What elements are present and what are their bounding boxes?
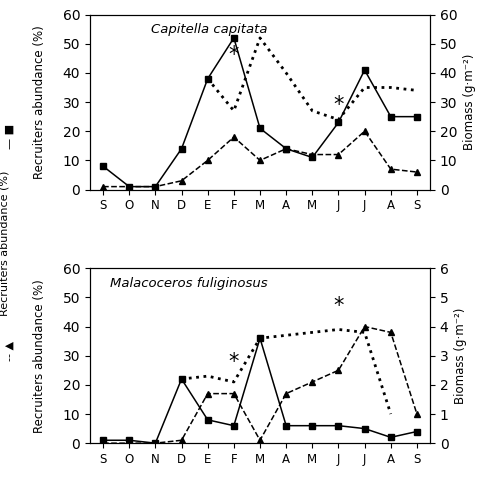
- Text: — ■: — ■: [5, 124, 15, 149]
- Text: Recruiters abundance (%): Recruiters abundance (%): [0, 171, 10, 316]
- Text: *: *: [228, 352, 239, 372]
- Text: Capitella capitata: Capitella capitata: [151, 23, 268, 37]
- Text: Malacoceros fuliginosus: Malacoceros fuliginosus: [110, 277, 268, 290]
- Text: -- ▲: -- ▲: [5, 340, 15, 361]
- Text: *: *: [228, 45, 239, 65]
- Y-axis label: Biomass (g·m⁻²): Biomass (g·m⁻²): [463, 54, 476, 150]
- Y-axis label: Recruiters abundance (%): Recruiters abundance (%): [33, 25, 46, 179]
- Text: *: *: [334, 296, 344, 316]
- Text: *: *: [334, 95, 344, 115]
- Y-axis label: Biomass (g·m⁻²): Biomass (g·m⁻²): [454, 307, 467, 404]
- Y-axis label: Recruiters abundance (%): Recruiters abundance (%): [33, 279, 46, 432]
